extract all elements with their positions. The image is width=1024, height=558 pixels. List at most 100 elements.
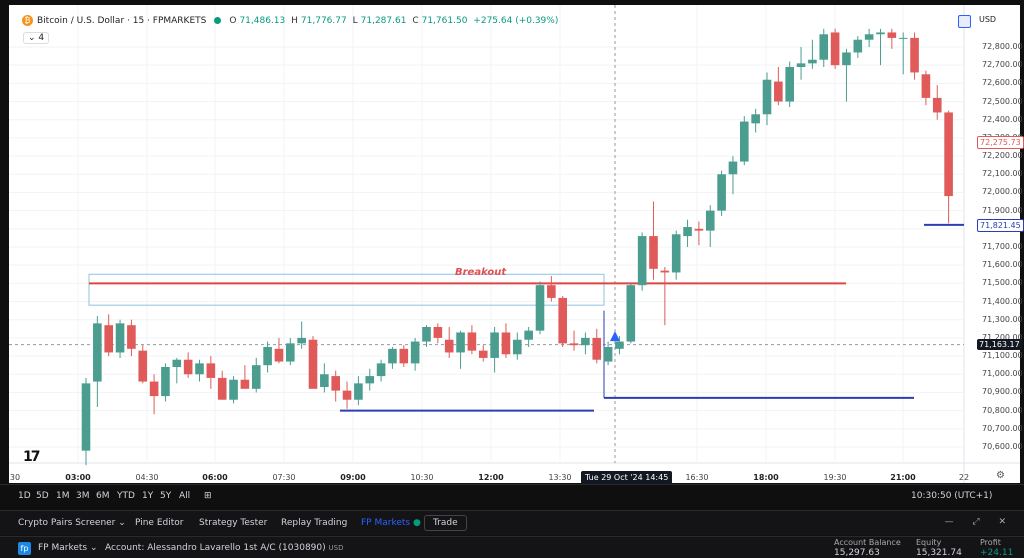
tf-3m[interactable]: 3M — [76, 491, 90, 501]
candle-body — [808, 59, 817, 64]
date-range-icon[interactable]: ⊞ — [204, 491, 212, 501]
candle-body — [172, 359, 182, 367]
fp-markets-logo-icon: fp — [18, 542, 31, 555]
time-tick-label: 09:00 — [340, 473, 366, 482]
candle-body — [501, 332, 511, 355]
candle-body — [819, 34, 829, 60]
low-value: 71,287.61 — [360, 15, 407, 26]
tf-ytd[interactable]: YTD — [117, 491, 135, 501]
price-tick-label: 72,000.00 — [982, 187, 1023, 197]
candle-body — [921, 74, 931, 98]
price-tick-label: 71,600.00 — [982, 260, 1023, 270]
balance-value: 15,297.63 — [834, 548, 880, 558]
candle-body — [444, 339, 454, 353]
price-tick-label: 72,600.00 — [982, 78, 1023, 88]
tradingview-logo[interactable]: 17 — [23, 449, 41, 465]
candle-body — [320, 374, 329, 387]
price-tick-label: 72,800.00 — [982, 42, 1023, 51]
profit-label: Profit — [980, 538, 1001, 547]
candle-body — [671, 234, 681, 273]
panel-controls[interactable]: — ⤢ ✕ — [944, 517, 1014, 527]
price-tick-label: 71,300.00 — [982, 314, 1023, 324]
candle-body — [433, 327, 443, 338]
currency-button[interactable]: USD — [979, 15, 997, 24]
candle-body — [308, 339, 318, 389]
collapse-indicators-button[interactable]: ⌄ 4 — [23, 32, 50, 44]
candle-body — [195, 363, 204, 375]
chart-pane[interactable]: ₿ Bitcoin / U.S. Dollar · 15 · FPMARKETS… — [9, 5, 1024, 484]
chart-settings-icon[interactable]: ⚙ — [996, 470, 1005, 481]
candle-body — [728, 161, 738, 175]
tf-5y[interactable]: 5Y — [160, 491, 172, 501]
candle-body — [547, 285, 556, 298]
candle-body — [581, 337, 590, 346]
candle-body — [932, 97, 942, 113]
candle-body — [467, 332, 477, 351]
candle-body — [263, 347, 272, 366]
candle-body — [683, 227, 692, 237]
tf-1d[interactable]: 1D — [18, 491, 31, 501]
tf-5d[interactable]: 5D — [36, 491, 49, 501]
price-tick-label: 71,700.00 — [982, 242, 1023, 251]
price-tick-label: 71,000.00 — [982, 369, 1023, 379]
broker-selector[interactable]: FP Markets ⌄ — [38, 543, 98, 553]
symbol-title[interactable]: Bitcoin / U.S. Dollar · 15 · FPMARKETS — [37, 15, 207, 26]
tf-1m[interactable]: 1M — [56, 491, 70, 501]
bitcoin-icon: ₿ — [22, 15, 33, 26]
candle-body — [490, 332, 499, 358]
time-tick-label: 18:00 — [753, 473, 779, 482]
candle-body — [388, 348, 397, 364]
time-tick-label: 12:00 — [478, 473, 504, 482]
candle-body — [694, 228, 704, 231]
time-tick-label: 06:00 — [202, 473, 228, 482]
tab-replay-trading[interactable]: Replay Trading — [281, 518, 348, 528]
high-key: H — [291, 15, 298, 26]
tf-all[interactable]: All — [179, 491, 191, 501]
tab-pine-editor[interactable]: Pine Editor — [135, 518, 184, 528]
candle-body — [513, 339, 522, 355]
candle-body — [331, 376, 340, 391]
low-key: L — [352, 15, 358, 26]
price-tick-label: 72,200.00 — [982, 151, 1023, 161]
tab-fp-markets[interactable]: FP Markets ● — [361, 518, 421, 528]
tab-crypto-screener[interactable]: Crypto Pairs Screener ⌄ — [18, 518, 126, 528]
trade-button[interactable]: Trade — [424, 515, 467, 531]
tab-crypto-screener-label: Crypto Pairs Screener — [18, 518, 116, 528]
candle-body — [93, 323, 102, 382]
tf-1y[interactable]: 1Y — [142, 491, 154, 501]
candle-body — [842, 52, 851, 66]
candle-body — [342, 390, 352, 400]
candle-body — [81, 383, 91, 451]
candlestick-chart[interactable] — [9, 5, 1020, 483]
alert-toggle-icon[interactable] — [958, 15, 971, 28]
price-tick-label: 70,900.00 — [982, 387, 1023, 397]
close-key: C — [412, 15, 419, 26]
time-tick-label: 13:30 — [548, 473, 572, 482]
crosshair-time-tag: Tue 29 Oct '24 14:45 — [581, 471, 673, 484]
candle-body — [626, 285, 636, 342]
candle-body — [603, 347, 613, 362]
tab-strategy-tester[interactable]: Strategy Tester — [199, 518, 268, 528]
candle-body — [206, 363, 216, 378]
price-tick-label: 71,200.00 — [982, 332, 1023, 342]
candle-body — [876, 32, 885, 35]
candle-body — [592, 337, 602, 360]
range-box — [88, 273, 605, 306]
crosshair-price-tag: 71,163.17 — [977, 338, 1022, 350]
drawings — [9, 5, 964, 463]
candle-body — [830, 32, 840, 66]
account-selector[interactable]: Account: Alessandro Lavarello 1st A/C (1… — [105, 543, 343, 553]
candle-body — [183, 359, 193, 375]
candle-body — [558, 297, 567, 344]
candle-body — [478, 350, 488, 358]
price-tick-label: 71,900.00 — [982, 205, 1023, 215]
candle-body — [717, 174, 726, 211]
candle-body — [229, 379, 238, 400]
price-tick-label: 70,800.00 — [982, 405, 1023, 415]
price-tick-label: 70,600.00 — [982, 442, 1023, 451]
high-value: 71,776.77 — [300, 15, 347, 26]
clock[interactable]: 10:30:50 (UTC+1) — [911, 491, 993, 501]
tf-6m[interactable]: 6M — [96, 491, 110, 501]
equity-value: 15,321.74 — [916, 548, 962, 558]
